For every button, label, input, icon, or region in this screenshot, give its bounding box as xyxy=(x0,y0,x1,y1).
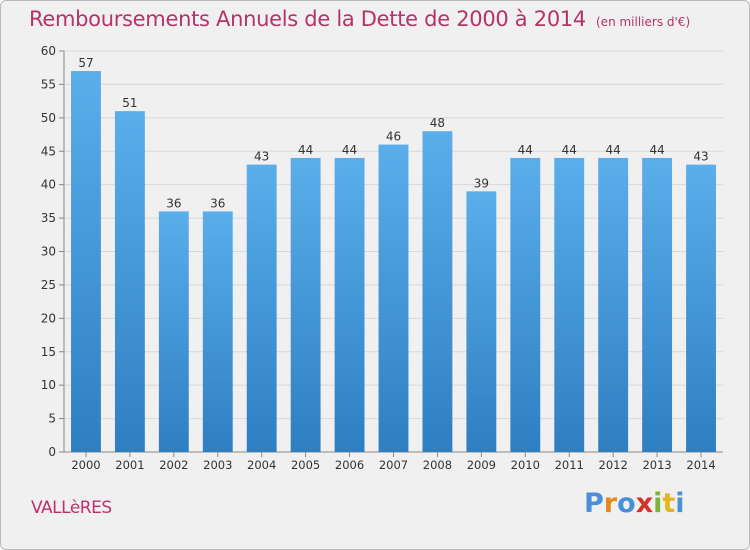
bars xyxy=(71,71,716,453)
y-tick-label: 30 xyxy=(41,245,56,259)
y-tick-label: 45 xyxy=(41,144,56,158)
data-label: 43 xyxy=(254,150,269,164)
x-tick-label: 2010 xyxy=(511,458,540,472)
y-tick-label: 40 xyxy=(41,178,56,192)
x-tick-label: 2012 xyxy=(599,458,628,472)
bar xyxy=(554,157,585,452)
x-tick-label: 2000 xyxy=(71,458,100,472)
data-label: 36 xyxy=(166,196,181,210)
y-tick-label: 20 xyxy=(41,311,56,325)
bar xyxy=(686,164,716,452)
axes: 0 5 10 15 20 25 30 35 40 45 50 55 60 xyxy=(41,44,723,459)
data-label: 51 xyxy=(122,96,137,110)
x-tick-label: 2004 xyxy=(247,458,276,472)
logo-letter: i xyxy=(675,488,685,519)
data-label: 44 xyxy=(606,143,621,157)
x-tick-label: 2008 xyxy=(423,458,452,472)
logo-letter: P xyxy=(584,488,604,519)
bar xyxy=(598,157,629,452)
logo-letter: t xyxy=(662,488,676,519)
chart-title-text: Remboursements Annuels de la Dette de 20… xyxy=(29,7,586,31)
y-tick-label: 25 xyxy=(41,278,56,292)
y-tick-label: 0 xyxy=(48,445,56,459)
logo-letter: r xyxy=(603,488,618,519)
logo-letter: o xyxy=(617,488,636,519)
y-tick-label: 10 xyxy=(41,378,56,392)
x-tick-label: 2014 xyxy=(686,458,715,472)
x-tick-label: 2011 xyxy=(555,458,584,472)
logo-letter: i xyxy=(653,488,663,519)
x-tick-label: 2006 xyxy=(335,458,364,472)
x-tick-label: 2007 xyxy=(379,458,408,472)
x-tick-label: 2002 xyxy=(159,458,188,472)
bar xyxy=(158,211,189,452)
data-label: 48 xyxy=(430,116,445,130)
y-tick-label: 55 xyxy=(41,77,56,91)
bar xyxy=(71,71,101,453)
logo-letter: x xyxy=(635,488,654,519)
bar xyxy=(290,157,321,452)
data-label: 44 xyxy=(562,143,577,157)
data-label: 44 xyxy=(298,143,313,157)
bar xyxy=(114,111,145,453)
data-label: 46 xyxy=(386,130,401,144)
chart-unit-label: (en milliers d'€) xyxy=(596,15,691,29)
x-tick-label: 2003 xyxy=(203,458,232,472)
bar xyxy=(466,191,497,452)
data-label: 57 xyxy=(78,56,93,70)
bar xyxy=(642,157,673,452)
data-label: 36 xyxy=(210,196,225,210)
data-label: 43 xyxy=(693,150,708,164)
data-label: 39 xyxy=(474,176,489,190)
bar xyxy=(422,131,453,452)
y-tick-label: 5 xyxy=(48,412,56,426)
x-tick-label: 2005 xyxy=(291,458,320,472)
proxiti-logo: Proxiti xyxy=(584,488,685,519)
bar xyxy=(202,211,233,452)
labels: 57 2000 51 2001 36 2002 36 2003 43 2004 44 2005 44 20… xyxy=(71,56,715,472)
bar xyxy=(246,164,277,452)
bar xyxy=(510,157,541,452)
data-label: 44 xyxy=(342,143,357,157)
data-label: 44 xyxy=(649,143,664,157)
y-tick-label: 15 xyxy=(41,345,56,359)
chart-title: Remboursements Annuels de la Dette de 20… xyxy=(29,7,690,31)
x-tick-label: 2009 xyxy=(467,458,496,472)
data-label: 44 xyxy=(518,143,533,157)
x-tick-label: 2013 xyxy=(642,458,671,472)
y-tick-label: 35 xyxy=(41,211,56,225)
x-tick-label: 2001 xyxy=(115,458,144,472)
commune-name: VALLèRES xyxy=(31,498,112,518)
y-tick-label: 60 xyxy=(41,44,56,58)
y-tick-label: 50 xyxy=(41,111,56,125)
bar xyxy=(334,157,365,452)
bar xyxy=(378,144,409,453)
